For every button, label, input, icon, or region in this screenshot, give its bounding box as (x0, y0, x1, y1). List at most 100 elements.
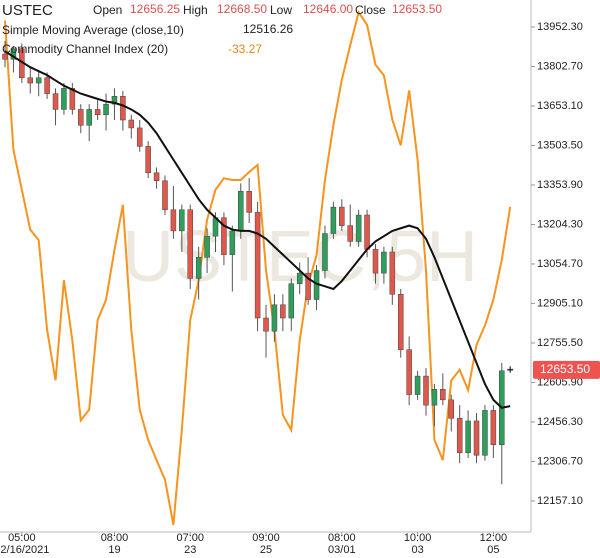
indicator-line (4, 10, 512, 526)
candle-body (448, 399, 455, 419)
candle-body (52, 93, 59, 110)
candle-body (263, 317, 269, 332)
candle-body (61, 88, 67, 110)
indicator-line (4, 50, 511, 409)
x-date-label: 25 (260, 544, 272, 556)
y-tick-label: 12605.90 (537, 376, 583, 388)
x-tick-label: 12:00 (480, 532, 508, 544)
candle-body (2, 53, 8, 60)
candle-body (187, 209, 193, 279)
candle-body (44, 77, 50, 94)
candle-body (195, 257, 202, 279)
x-tick-label: 09:00 (252, 532, 280, 544)
candle-body (27, 77, 34, 84)
y-tick-label: 13204.30 (537, 218, 583, 230)
y-tick-label: 13802.70 (537, 60, 583, 72)
y-tick-label: 13653.10 (537, 100, 583, 112)
candle-body (423, 375, 429, 406)
candle-body (389, 251, 396, 295)
y-tick-label: 12755.50 (537, 337, 583, 349)
y-tick-label: 13503.50 (537, 139, 583, 151)
header-label: High (183, 3, 208, 17)
candle-body (397, 293, 404, 350)
candle-body (280, 304, 286, 319)
candle-body (35, 77, 42, 84)
candle-body (238, 191, 244, 232)
y-tick-label: 12905.10 (537, 297, 583, 309)
candle-body (111, 96, 118, 105)
indicator-name: Commodity Channel Index (20) (2, 42, 168, 56)
header-label: Close (355, 3, 386, 17)
x-date-label: 02/16/2021 (0, 544, 49, 556)
candle-body (69, 88, 76, 110)
candle-body (372, 249, 379, 274)
indicator-name: Simple Moving Average (close,10) (2, 23, 184, 37)
header-label: Open (93, 3, 122, 17)
candle-body (305, 272, 311, 300)
candle-body (456, 418, 463, 453)
candle-body (94, 109, 101, 115)
x-date-label: 19 (108, 544, 120, 556)
candle-body (339, 206, 345, 226)
candle-body (322, 233, 328, 271)
candle-body (490, 410, 497, 445)
candle-body (162, 180, 168, 211)
x-date-label: 23 (184, 544, 196, 556)
candle-body (136, 127, 143, 147)
plot-area (2, 10, 513, 526)
candle-body (229, 230, 236, 255)
chart-title: USTEC (2, 2, 53, 19)
candle-body (86, 109, 92, 126)
header-value: 12668.50 (217, 2, 267, 16)
candle-body (179, 209, 185, 232)
candle-body (103, 103, 109, 115)
y-tick-label: 13952.30 (537, 21, 583, 33)
candle-body (364, 214, 370, 250)
candle-body (78, 109, 84, 126)
y-tick-label: 12157.10 (537, 495, 583, 507)
candle-body (170, 209, 177, 232)
candle-body (431, 389, 438, 406)
indicator-value: 12516.26 (243, 22, 293, 36)
candle-body (120, 96, 126, 121)
y-tick-label: 13353.90 (537, 179, 583, 191)
candle-body (128, 119, 135, 129)
header-value: 12656.25 (130, 2, 180, 16)
x-date-label: 03 (411, 544, 423, 556)
x-tick-label: 08:00 (328, 532, 356, 544)
candle-body (246, 191, 252, 213)
candle-body (406, 349, 412, 395)
x-tick-label: 07:00 (176, 532, 204, 544)
price-tag (533, 360, 600, 379)
candle-body (153, 172, 160, 181)
candle-body (271, 304, 278, 332)
y-tick-label: 12456.30 (537, 416, 583, 428)
y-tick-label: 12306.70 (537, 455, 583, 467)
x-date-label: 03/01 (328, 544, 356, 556)
header-value: 12653.50 (392, 2, 442, 16)
candle-body (296, 272, 303, 284)
x-tick-label: 08:00 (101, 532, 129, 544)
candle-body (440, 389, 446, 401)
candle-body (221, 217, 227, 255)
candle-body (381, 251, 387, 274)
candle-body (473, 420, 480, 456)
header-value: 12646.00 (303, 2, 353, 16)
candle-body (330, 206, 337, 234)
x-tick-label: 05:00 (8, 532, 36, 544)
candle-body (288, 283, 295, 319)
candle-body (414, 375, 421, 395)
candle-body (465, 420, 471, 453)
price-tag-label: 12653.50 (540, 362, 590, 376)
candle-body (355, 214, 362, 242)
header-label: Low (270, 3, 292, 17)
x-date-label: 05 (487, 544, 499, 556)
indicator-value: -33.27 (228, 42, 262, 56)
y-tick-label: 13054.70 (537, 258, 583, 270)
candle-body (204, 235, 210, 258)
x-tick-label: 10:00 (404, 532, 432, 544)
candle-body (145, 146, 151, 174)
candle-body (254, 212, 261, 319)
